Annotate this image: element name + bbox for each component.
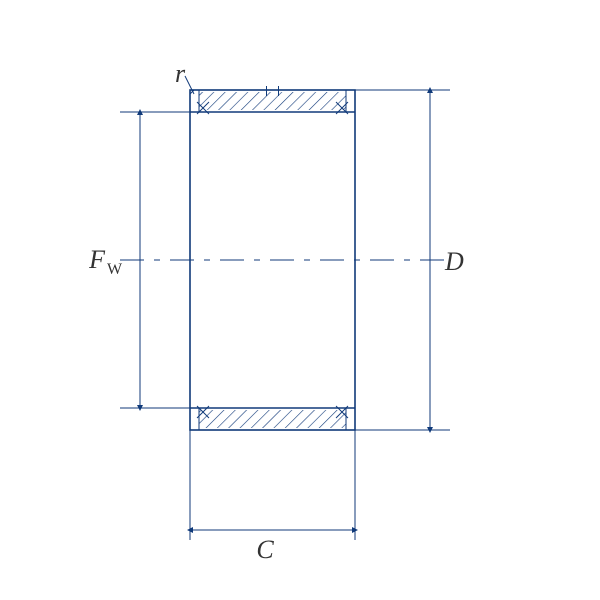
label-d: D: [444, 247, 464, 276]
section-hatch-bottom: [199, 410, 346, 428]
label-r: r: [175, 59, 186, 88]
section-hatch-top: [199, 92, 346, 110]
bearing-section-diagram: FW D Cr: [0, 0, 600, 600]
label-c: C: [256, 535, 274, 564]
label-fw-sub: W: [107, 261, 123, 278]
label-fw: F: [88, 245, 106, 274]
